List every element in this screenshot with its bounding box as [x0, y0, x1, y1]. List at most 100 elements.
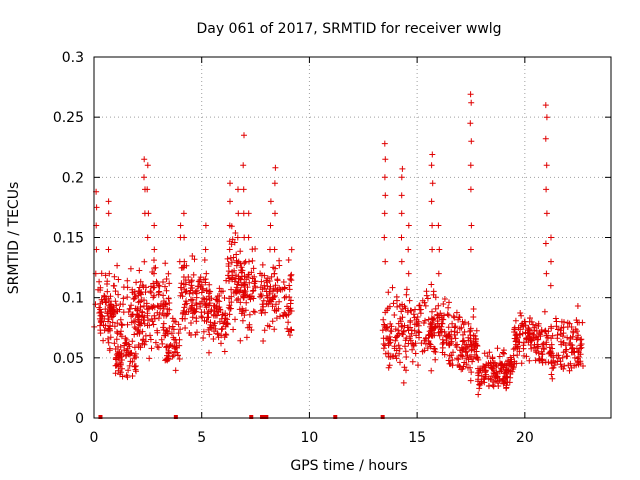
data-point — [169, 353, 176, 360]
data-point — [563, 346, 570, 353]
data-point — [182, 315, 188, 322]
data-point — [220, 288, 226, 295]
data-point — [102, 272, 109, 279]
data-point — [283, 312, 290, 319]
data-point — [573, 362, 580, 369]
data-point — [182, 289, 189, 296]
data-point — [280, 279, 287, 285]
data-point — [567, 334, 574, 341]
zero-marker — [264, 415, 269, 419]
data-point — [473, 342, 480, 349]
data-point — [249, 288, 256, 295]
data-point — [284, 303, 290, 310]
data-point — [240, 289, 247, 296]
data-point — [138, 313, 145, 320]
data-point — [399, 322, 406, 329]
data-point — [175, 321, 182, 328]
data-point — [516, 331, 523, 337]
data-point — [249, 257, 256, 264]
data-point — [388, 328, 395, 335]
data-point — [428, 281, 435, 288]
data-point — [578, 344, 585, 351]
data-point — [428, 162, 435, 169]
data-point — [170, 326, 177, 333]
data-point — [426, 340, 433, 347]
data-point — [138, 291, 145, 298]
data-point — [474, 378, 481, 385]
data-point — [514, 345, 521, 352]
data-point — [257, 270, 264, 277]
data-point — [164, 352, 170, 359]
data-point — [564, 319, 571, 326]
data-point — [143, 300, 150, 307]
data-point — [134, 330, 141, 337]
data-point — [114, 328, 120, 335]
data-point — [135, 299, 142, 306]
data-point — [432, 294, 439, 301]
zero-marker — [260, 415, 265, 419]
data-point — [226, 302, 233, 309]
data-point — [111, 273, 118, 280]
data-point — [288, 246, 295, 253]
data-point — [233, 262, 240, 269]
data-point — [125, 341, 132, 348]
data-point — [108, 314, 115, 321]
data-point — [114, 330, 121, 337]
data-point — [210, 336, 217, 342]
data-point — [124, 277, 131, 284]
data-point — [235, 258, 242, 265]
data-point — [178, 284, 185, 291]
data-point — [545, 328, 552, 335]
data-point — [405, 270, 412, 277]
data-point — [245, 274, 251, 281]
zero-marker — [98, 415, 103, 419]
data-point — [548, 325, 555, 332]
data-point — [234, 281, 241, 288]
data-point — [120, 295, 127, 302]
data-point — [114, 361, 121, 368]
data-point — [118, 328, 124, 335]
data-point — [456, 325, 463, 332]
data-point — [200, 328, 207, 335]
data-point — [440, 301, 447, 307]
data-point — [113, 354, 120, 361]
data-point — [261, 282, 268, 289]
data-point — [216, 285, 223, 292]
data-point — [148, 289, 155, 296]
data-point — [531, 334, 538, 341]
data-point — [449, 357, 456, 363]
data-point — [133, 279, 140, 286]
data-point — [257, 284, 264, 291]
data-point — [414, 314, 421, 320]
data-point — [119, 373, 126, 380]
data-point — [468, 347, 475, 354]
data-point — [403, 367, 409, 374]
data-point — [150, 321, 157, 328]
data-point — [180, 309, 187, 316]
data-point — [227, 198, 233, 205]
data-point — [456, 314, 463, 321]
data-point — [417, 310, 424, 317]
data-point — [164, 310, 171, 317]
data-point — [445, 324, 452, 331]
data-point — [144, 186, 151, 193]
data-point — [459, 353, 466, 360]
data-point — [437, 328, 444, 335]
data-point — [192, 308, 199, 315]
data-point — [496, 377, 503, 383]
data-point — [235, 186, 241, 193]
data-point — [194, 283, 201, 290]
data-point — [238, 264, 245, 271]
data-point — [163, 287, 170, 294]
data-point — [159, 310, 166, 316]
data-point — [539, 351, 545, 358]
data-point — [273, 315, 280, 322]
data-point — [127, 265, 134, 272]
data-point — [128, 349, 135, 356]
data-point — [543, 210, 550, 217]
data-point — [229, 274, 236, 281]
data-point — [380, 316, 387, 323]
data-point — [386, 303, 393, 310]
data-point — [237, 248, 244, 255]
data-point — [112, 370, 119, 377]
